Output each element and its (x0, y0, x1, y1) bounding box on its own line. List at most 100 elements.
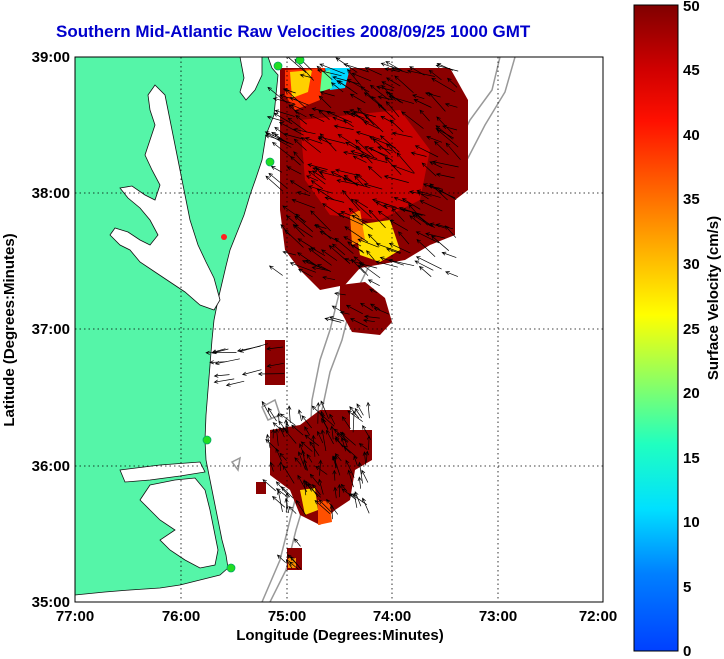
velocity-vector (300, 441, 313, 452)
velocity-vector (334, 291, 346, 296)
station-marker (295, 57, 305, 65)
velocity-vector (388, 242, 411, 254)
velocity-vector (304, 137, 323, 144)
velocity-vector (386, 247, 401, 254)
colorbar-tick-label: 40 (683, 127, 700, 144)
velocity-vector (268, 265, 283, 276)
velocity-vector (337, 483, 342, 498)
velocity-vector (334, 437, 351, 454)
velocity-vector (377, 145, 392, 152)
velocity-vector (363, 314, 380, 319)
velocity-vector (297, 252, 319, 268)
velocity-vector (347, 469, 354, 488)
velocity-vector (279, 426, 285, 438)
velocity-vector (393, 196, 412, 205)
velocity-vector (331, 243, 346, 256)
colorbar-tick-label: 20 (683, 385, 700, 402)
velocity-vector (267, 86, 287, 103)
velocity-vector (341, 189, 361, 212)
velocity-vector (331, 305, 344, 313)
velocity-vector (355, 139, 375, 158)
velocity-vector (349, 318, 368, 328)
velocity-vector (309, 473, 320, 486)
velocity-vector (341, 416, 351, 429)
velocity-vector (349, 406, 360, 419)
velocity-vector (359, 302, 373, 312)
y-tick-label: 38:00 (32, 185, 70, 202)
velocity-vector (435, 172, 455, 179)
velocity-vector (276, 490, 283, 512)
velocity-vector (297, 451, 306, 470)
velocity-vector (429, 222, 446, 229)
velocity-vector (391, 207, 405, 222)
velocity-vector (340, 210, 368, 223)
velocity-vector (370, 303, 381, 310)
velocity-vector (379, 256, 404, 266)
velocity-vector (371, 198, 397, 208)
velocity-vector (341, 488, 353, 497)
velocity-vector (319, 90, 335, 97)
velocity-vector (315, 166, 324, 178)
velocity-vector (291, 198, 316, 209)
velocity-vector (343, 119, 354, 128)
velocity-vector (386, 77, 401, 87)
velocity-vector (391, 131, 413, 138)
velocity-vector (432, 160, 459, 168)
velocity-vector (383, 204, 410, 212)
y-tick-label: 37:00 (32, 321, 70, 338)
velocity-vector (290, 104, 304, 111)
velocity-vector (270, 166, 283, 173)
velocity-vector (266, 362, 284, 368)
velocity-vector (317, 137, 332, 145)
x-tick-label: 72:00 (579, 608, 617, 625)
velocity-vector (355, 173, 368, 183)
velocity-vector (287, 405, 292, 423)
velocity-vector (353, 256, 365, 266)
velocity-vector (413, 99, 432, 108)
velocity-field-south (256, 340, 372, 570)
velocity-vector (418, 265, 432, 277)
colorbar-tick-label: 35 (683, 191, 700, 208)
velocity-vector (322, 203, 345, 219)
velocity-vector (268, 172, 288, 189)
map-title: Southern Mid-Atlantic Raw Velocities 200… (56, 22, 531, 41)
colorbar-ticks: 50 45 40 35 30 25 20 15 10 5 0 (683, 0, 700, 659)
velocity-vector (351, 72, 372, 82)
velocity-vector (269, 461, 274, 472)
velocity-vector (275, 447, 282, 462)
velocity-vector (265, 175, 284, 192)
velocity-vector (354, 407, 362, 419)
y-tick-label: 39:00 (32, 49, 70, 66)
x-tick-label: 75:00 (268, 608, 306, 625)
velocity-vector (316, 402, 321, 424)
velocity-vector (389, 219, 409, 231)
velocity-vector (322, 275, 336, 281)
velocity-vector (380, 115, 395, 124)
velocity-vector (333, 124, 354, 130)
velocity-vector (339, 431, 356, 446)
x-axis-label: Longitude (Degrees:Minutes) (236, 627, 444, 644)
velocity-vector (375, 260, 398, 268)
velocity-vector (371, 96, 385, 109)
y-tick-label: 35:00 (32, 594, 70, 611)
velocity-vector (369, 84, 390, 101)
velocity-vector (364, 67, 382, 76)
velocity-vector (363, 182, 383, 190)
velocity-vector (442, 125, 458, 131)
velocity-vector (414, 212, 433, 228)
velocity-vector (278, 461, 283, 471)
velocity-vector (377, 95, 394, 101)
velocity-vector (290, 156, 301, 166)
velocity-vectors (205, 57, 461, 570)
velocity-vector (318, 478, 324, 495)
velocity-vector (379, 135, 400, 153)
velocity-vector (209, 360, 227, 365)
velocity-vector (311, 434, 316, 457)
velocity-vector (225, 380, 245, 387)
colorbar-tick-label: 10 (683, 514, 700, 531)
velocity-vector (278, 122, 304, 136)
velocity-vector (320, 413, 335, 427)
velocity-vector (280, 486, 294, 499)
y-axis-ticks: 39:00 38:00 37:00 36:00 35:00 (32, 49, 70, 611)
velocity-vector (421, 162, 437, 177)
